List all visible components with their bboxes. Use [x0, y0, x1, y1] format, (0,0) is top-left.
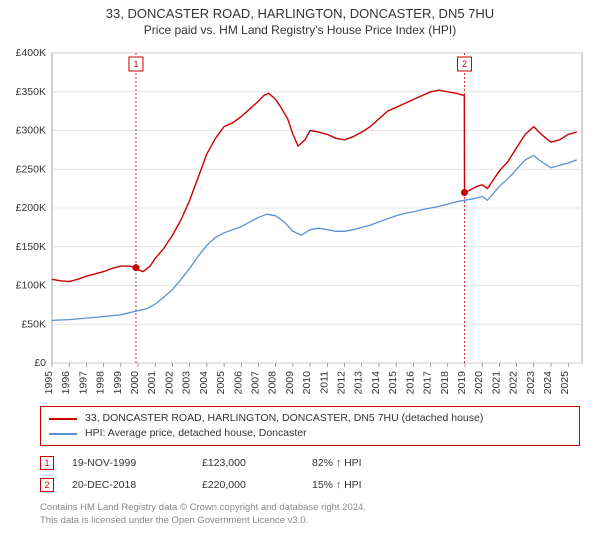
svg-text:1996: 1996	[60, 371, 72, 395]
svg-text:£0: £0	[34, 357, 46, 369]
svg-text:2005: 2005	[215, 371, 227, 395]
transaction-price: £220,000	[202, 479, 312, 491]
svg-text:2009: 2009	[284, 371, 296, 395]
transaction-vs-hpi: 15% ↑ HPI	[312, 479, 432, 491]
svg-text:2015: 2015	[387, 371, 399, 395]
svg-text:£250K: £250K	[16, 163, 46, 175]
svg-text:2017: 2017	[422, 371, 434, 395]
svg-text:2001: 2001	[146, 371, 158, 395]
price-chart: £0 £50K £100K £150K £200K £250K £300K £350K £400…	[10, 45, 590, 400]
svg-text:2013: 2013	[353, 371, 365, 395]
svg-text:£400K: £400K	[16, 47, 46, 59]
svg-text:2008: 2008	[267, 371, 279, 395]
table-row: 1 19-NOV-1999 £123,000 82% ↑ HPI	[40, 452, 580, 474]
footnote-line: This data is licensed under the Open Gov…	[40, 515, 580, 528]
svg-text:2003: 2003	[181, 371, 193, 395]
svg-text:2004: 2004	[198, 371, 210, 395]
svg-text:2012: 2012	[336, 371, 348, 395]
footnote-line: Contains HM Land Registry data © Crown c…	[40, 502, 580, 515]
svg-text:2024: 2024	[542, 371, 554, 395]
svg-text:2006: 2006	[232, 371, 244, 395]
svg-text:2: 2	[462, 59, 467, 69]
transaction-date: 20-DEC-2018	[72, 479, 202, 491]
svg-text:£50K: £50K	[21, 318, 46, 330]
svg-text:2019: 2019	[456, 371, 468, 395]
transaction-marker-icon: 2	[40, 478, 54, 492]
svg-text:2010: 2010	[301, 371, 313, 395]
svg-text:2025: 2025	[559, 371, 571, 395]
transaction-price: £123,000	[202, 457, 312, 469]
chart-title-address: 33, DONCASTER ROAD, HARLINGTON, DONCASTE…	[0, 6, 600, 21]
svg-text:2022: 2022	[508, 371, 520, 395]
legend-label: 33, DONCASTER ROAD, HARLINGTON, DONCASTE…	[85, 411, 483, 426]
svg-text:£350K: £350K	[16, 86, 46, 98]
transaction-marker-icon: 1	[40, 456, 54, 470]
transactions-table: 1 19-NOV-1999 £123,000 82% ↑ HPI 2 20-DE…	[40, 452, 580, 496]
licence-footnote: Contains HM Land Registry data © Crown c…	[40, 502, 580, 528]
legend-swatch	[49, 418, 77, 420]
svg-text:2014: 2014	[370, 371, 382, 395]
transaction-date: 19-NOV-1999	[72, 457, 202, 469]
svg-text:£150K: £150K	[16, 241, 46, 253]
svg-text:£200K: £200K	[16, 202, 46, 214]
svg-text:2018: 2018	[439, 371, 451, 395]
svg-text:2023: 2023	[525, 371, 537, 395]
svg-text:2020: 2020	[473, 371, 485, 395]
svg-text:1998: 1998	[95, 371, 107, 395]
transaction-vs-hpi: 82% ↑ HPI	[312, 457, 432, 469]
chart-legend: 33, DONCASTER ROAD, HARLINGTON, DONCASTE…	[40, 406, 580, 446]
svg-text:1: 1	[133, 59, 138, 69]
svg-text:2011: 2011	[318, 371, 330, 394]
svg-text:1995: 1995	[43, 371, 55, 395]
legend-row: 33, DONCASTER ROAD, HARLINGTON, DONCASTE…	[49, 411, 571, 426]
svg-text:2007: 2007	[249, 371, 261, 395]
legend-swatch	[49, 433, 77, 435]
svg-text:2002: 2002	[163, 371, 175, 395]
svg-text:1999: 1999	[112, 371, 124, 395]
chart-title-subtitle: Price paid vs. HM Land Registry's House …	[0, 23, 600, 37]
svg-text:2021: 2021	[490, 371, 502, 395]
svg-text:2016: 2016	[404, 371, 416, 395]
svg-text:£300K: £300K	[16, 125, 46, 137]
legend-row: HPI: Average price, detached house, Donc…	[49, 426, 571, 441]
legend-label: HPI: Average price, detached house, Donc…	[85, 426, 307, 441]
table-row: 2 20-DEC-2018 £220,000 15% ↑ HPI	[40, 474, 580, 496]
svg-text:2000: 2000	[129, 371, 141, 395]
svg-text:1997: 1997	[77, 371, 89, 395]
svg-text:£100K: £100K	[16, 280, 46, 292]
